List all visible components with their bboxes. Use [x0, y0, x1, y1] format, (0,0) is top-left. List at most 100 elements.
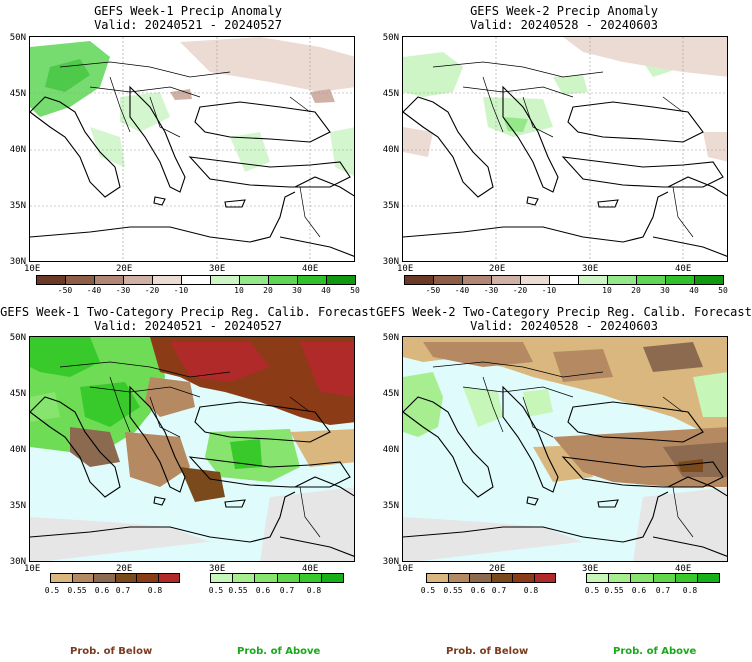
- colorbar-label: 0.8: [523, 586, 539, 595]
- coastlines: [403, 85, 727, 257]
- colorbar-label: 20: [631, 286, 641, 295]
- lon-label: 30E: [582, 264, 599, 274]
- colorbar-swatch: [653, 574, 676, 582]
- lat-label: 40N: [382, 445, 399, 455]
- lat-label: 30N: [9, 557, 26, 567]
- colorbar-label: 0.5: [208, 586, 224, 595]
- prob-below-label: Prob. of Below: [446, 646, 529, 657]
- no-forecast-land: [30, 487, 354, 561]
- panel-week1-twocat: GEFS Week-1 Two-Category Precip Reg. Cal…: [0, 300, 376, 610]
- colorbar-swatch: [211, 574, 234, 582]
- panel-title: GEFS Week-2 Precip Anomaly: [470, 4, 658, 18]
- colorbar-swatch: [637, 276, 666, 284]
- borders: [59, 61, 321, 238]
- colorbar-swatch: [277, 574, 300, 582]
- colorbar-swatch: [666, 276, 695, 284]
- lon-label: 10E: [397, 264, 414, 274]
- colorbar-label: 10: [602, 286, 612, 295]
- panel-week2-twocat: GEFS Week-2 Two-Category Precip Reg. Cal…: [376, 300, 752, 610]
- map-canvas: [403, 337, 727, 561]
- lat-label: 45N: [382, 389, 399, 399]
- lon-label: 20E: [489, 264, 506, 274]
- land-below-prob: [403, 337, 727, 487]
- borders: [432, 361, 694, 538]
- above-colorbar: [586, 573, 720, 583]
- panel-title: GEFS Week-1 Two-Category Precip Reg. Cal…: [0, 305, 376, 319]
- lat-label: 35N: [382, 201, 399, 211]
- colorbar-label: 0.7: [115, 586, 131, 595]
- colorbar-label: -10: [173, 286, 189, 295]
- colorbar-label: -10: [541, 286, 557, 295]
- colorbar-label: 0.55: [67, 586, 87, 595]
- lon-label: 20E: [489, 564, 506, 574]
- below-colorbar: [426, 573, 556, 583]
- lat-label: 40N: [382, 145, 399, 155]
- lon-label: 40E: [675, 264, 692, 274]
- colorbar-swatch: [321, 574, 344, 582]
- lon-label: 40E: [302, 264, 319, 274]
- lat-label: 30N: [9, 257, 26, 267]
- coastlines: [30, 85, 354, 257]
- colorbar-label: 20: [263, 286, 273, 295]
- gridlines: [30, 37, 354, 261]
- lat-label: 50N: [382, 33, 399, 43]
- colorbar-swatch: [137, 574, 159, 582]
- colorbar-swatch: [233, 574, 256, 582]
- borders: [432, 61, 694, 238]
- wet-anomaly-areas: [30, 41, 354, 177]
- map-canvas: [30, 337, 354, 561]
- colorbar-label: 40: [321, 286, 331, 295]
- colorbar-swatch: [269, 276, 298, 284]
- colorbar-swatch: [211, 276, 240, 284]
- colorbar-swatch: [94, 574, 116, 582]
- colorbar-swatch: [579, 276, 608, 284]
- colorbar-swatch: [491, 574, 513, 582]
- lat-label: 30N: [382, 257, 399, 267]
- anomaly-map-week1: [29, 36, 355, 262]
- lat-label: 35N: [382, 501, 399, 511]
- colorbar-swatch: [492, 276, 521, 284]
- colorbar-swatch: [327, 276, 355, 284]
- lon-label: 30E: [209, 264, 226, 274]
- colorbar-label: 0.5: [44, 586, 60, 595]
- lat-label: 45N: [9, 89, 26, 99]
- colorbar-swatch: [470, 574, 492, 582]
- lat-label: 50N: [9, 333, 26, 343]
- colorbar-swatch: [37, 276, 66, 284]
- colorbar-label: -40: [454, 286, 470, 295]
- panel-week2-anomaly: GEFS Week-2 Precip Anomaly Valid: 202405…: [376, 0, 752, 300]
- colorbar-swatch: [153, 276, 182, 284]
- colorbar-swatch: [463, 276, 492, 284]
- colorbar-swatch: [299, 574, 322, 582]
- colorbar-swatch: [675, 574, 698, 582]
- lon-label: 10E: [24, 264, 41, 274]
- lon-label: 10E: [24, 564, 41, 574]
- colorbar-label: -30: [115, 286, 131, 295]
- colorbar-label: 0.7: [279, 586, 295, 595]
- panel-title: GEFS Week-1 Precip Anomaly: [94, 4, 282, 18]
- lon-label: 30E: [209, 564, 226, 574]
- colorbar-swatch: [124, 276, 153, 284]
- colorbar-swatch: [448, 574, 470, 582]
- panel-week1-anomaly: GEFS Week-1 Precip Anomaly Valid: 202405…: [0, 0, 376, 300]
- lat-label: 50N: [9, 33, 26, 43]
- lat-label: 35N: [9, 201, 26, 211]
- colorbar-label: 0.8: [147, 586, 163, 595]
- colorbar-swatch: [550, 276, 579, 284]
- colorbar-label: -20: [512, 286, 528, 295]
- colorbar-label: 0.6: [255, 586, 271, 595]
- probability-map-week2: [402, 336, 728, 562]
- land-above-prob: [403, 372, 727, 437]
- lat-label: 50N: [382, 333, 399, 343]
- colorbar-label: -50: [57, 286, 73, 295]
- lat-label: 45N: [9, 389, 26, 399]
- colorbar-label: -30: [483, 286, 499, 295]
- colorbar-swatch: [631, 574, 654, 582]
- colorbar-swatch: [434, 276, 463, 284]
- prob-below-label: Prob. of Below: [70, 646, 153, 657]
- lat-label: 40N: [9, 145, 26, 155]
- colorbar-label: 30: [660, 286, 670, 295]
- lon-label: 20E: [116, 264, 133, 274]
- anomaly-map-week2: [402, 36, 728, 262]
- gridlines: [403, 37, 727, 261]
